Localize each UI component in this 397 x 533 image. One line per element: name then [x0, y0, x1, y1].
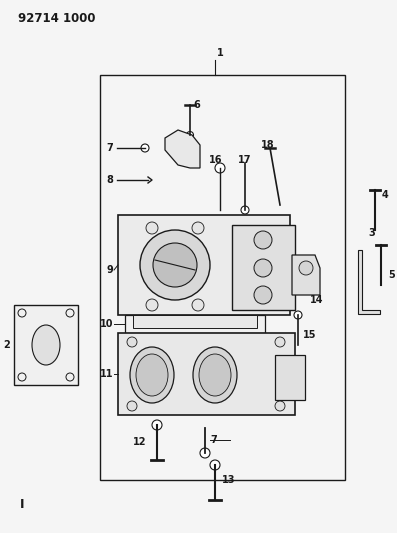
Ellipse shape	[130, 347, 174, 403]
Circle shape	[192, 222, 204, 234]
Circle shape	[153, 243, 197, 287]
Circle shape	[141, 144, 149, 152]
Ellipse shape	[193, 347, 237, 403]
Circle shape	[215, 163, 225, 173]
Bar	[118, 333, 295, 415]
Bar	[275, 355, 305, 400]
Circle shape	[146, 222, 158, 234]
Circle shape	[187, 132, 193, 139]
Circle shape	[299, 261, 313, 275]
Ellipse shape	[136, 354, 168, 396]
Circle shape	[275, 401, 285, 411]
Text: 2: 2	[3, 340, 10, 350]
Text: 11: 11	[100, 369, 113, 379]
Text: 7: 7	[210, 435, 217, 445]
Bar	[118, 215, 290, 315]
Text: 8: 8	[106, 175, 113, 185]
Bar	[100, 75, 345, 480]
Text: 13: 13	[222, 475, 235, 485]
Text: 17: 17	[238, 155, 252, 165]
Bar	[133, 315, 257, 328]
Text: 14: 14	[310, 295, 324, 305]
Ellipse shape	[199, 354, 231, 396]
Polygon shape	[165, 130, 200, 168]
Circle shape	[254, 286, 272, 304]
Circle shape	[127, 401, 137, 411]
Circle shape	[241, 206, 249, 214]
Circle shape	[210, 460, 220, 470]
Text: I: I	[20, 498, 24, 512]
Circle shape	[294, 311, 302, 319]
Polygon shape	[292, 255, 320, 295]
Text: 1: 1	[217, 48, 224, 58]
Circle shape	[140, 230, 210, 300]
Text: 16: 16	[209, 155, 223, 165]
Text: 9: 9	[106, 265, 113, 275]
Circle shape	[200, 448, 210, 458]
Text: 10: 10	[100, 319, 113, 329]
Bar	[232, 225, 295, 310]
Circle shape	[152, 420, 162, 430]
Text: 3: 3	[368, 228, 375, 238]
Circle shape	[254, 259, 272, 277]
Bar	[125, 315, 265, 333]
Text: 5: 5	[388, 270, 395, 280]
Circle shape	[146, 299, 158, 311]
Text: 6: 6	[193, 100, 200, 110]
Circle shape	[275, 337, 285, 347]
Circle shape	[192, 299, 204, 311]
Ellipse shape	[32, 325, 60, 365]
Circle shape	[127, 337, 137, 347]
Text: 92714 1000: 92714 1000	[18, 12, 96, 25]
Text: 18: 18	[261, 140, 275, 150]
Text: 4: 4	[382, 190, 389, 200]
Bar	[14, 305, 78, 385]
Text: 15: 15	[303, 330, 316, 340]
Circle shape	[254, 231, 272, 249]
Polygon shape	[358, 250, 380, 314]
Text: 12: 12	[133, 437, 146, 447]
Text: 7: 7	[106, 143, 113, 153]
